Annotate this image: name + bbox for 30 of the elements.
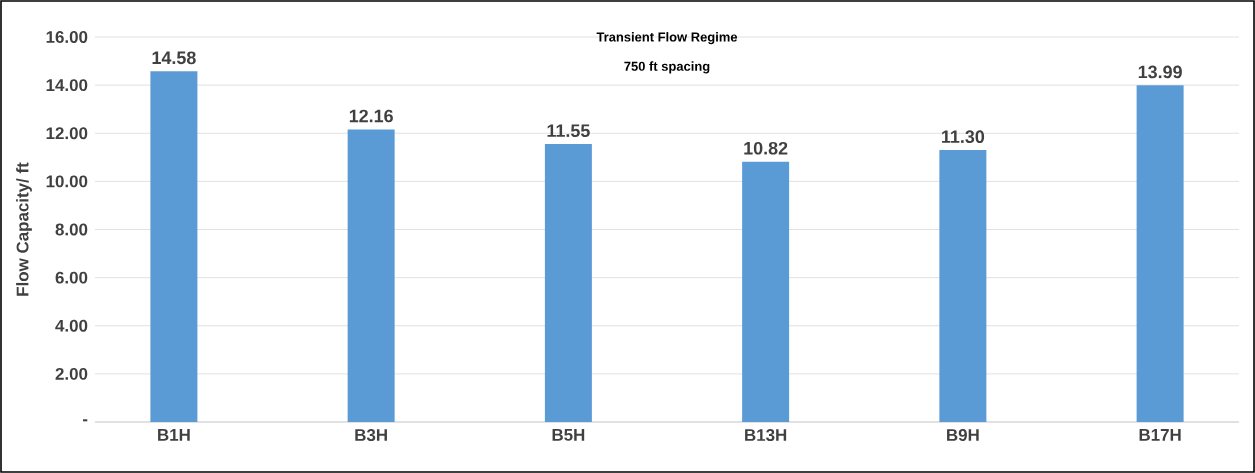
y-tick-label: 10.00 <box>46 175 88 188</box>
x-tick-label: B13H <box>745 429 787 442</box>
data-label: 13.99 <box>1138 65 1182 79</box>
x-tick-label: B9H <box>947 429 979 442</box>
y-tick-label: 16.00 <box>46 31 88 43</box>
data-label: 14.58 <box>152 51 196 65</box>
y-tick-label: 8.00 <box>55 223 88 236</box>
x-tick-label: B3H <box>355 429 387 442</box>
y-tick-label: 6.00 <box>55 271 88 284</box>
data-label: 11.55 <box>547 124 590 138</box>
y-tick-label: 12.00 <box>46 127 88 140</box>
x-tick-label: B5H <box>552 429 585 441</box>
y-axis-title: Flow Capacity/ ft <box>16 162 32 296</box>
x-tick-label: B17H <box>1139 429 1181 441</box>
x-tick-label: B1H <box>158 429 190 441</box>
bar <box>1136 85 1184 422</box>
data-label: 12.16 <box>349 109 393 123</box>
y-tick-label: 2.00 <box>55 367 88 380</box>
bar <box>150 71 198 422</box>
bar <box>544 144 592 422</box>
y-tick-label: - <box>82 419 88 422</box>
bar <box>939 150 987 422</box>
bar <box>742 161 790 422</box>
bar <box>347 129 395 422</box>
text: 750 ft spacing <box>624 61 710 74</box>
y-tick-label: 4.00 <box>55 319 88 332</box>
y-tick-label: 14.00 <box>46 79 88 92</box>
chart-title: Transient Flow Regime <box>596 32 738 45</box>
data-label: 10.82 <box>744 141 788 155</box>
data-label: 11.30 <box>942 130 985 144</box>
